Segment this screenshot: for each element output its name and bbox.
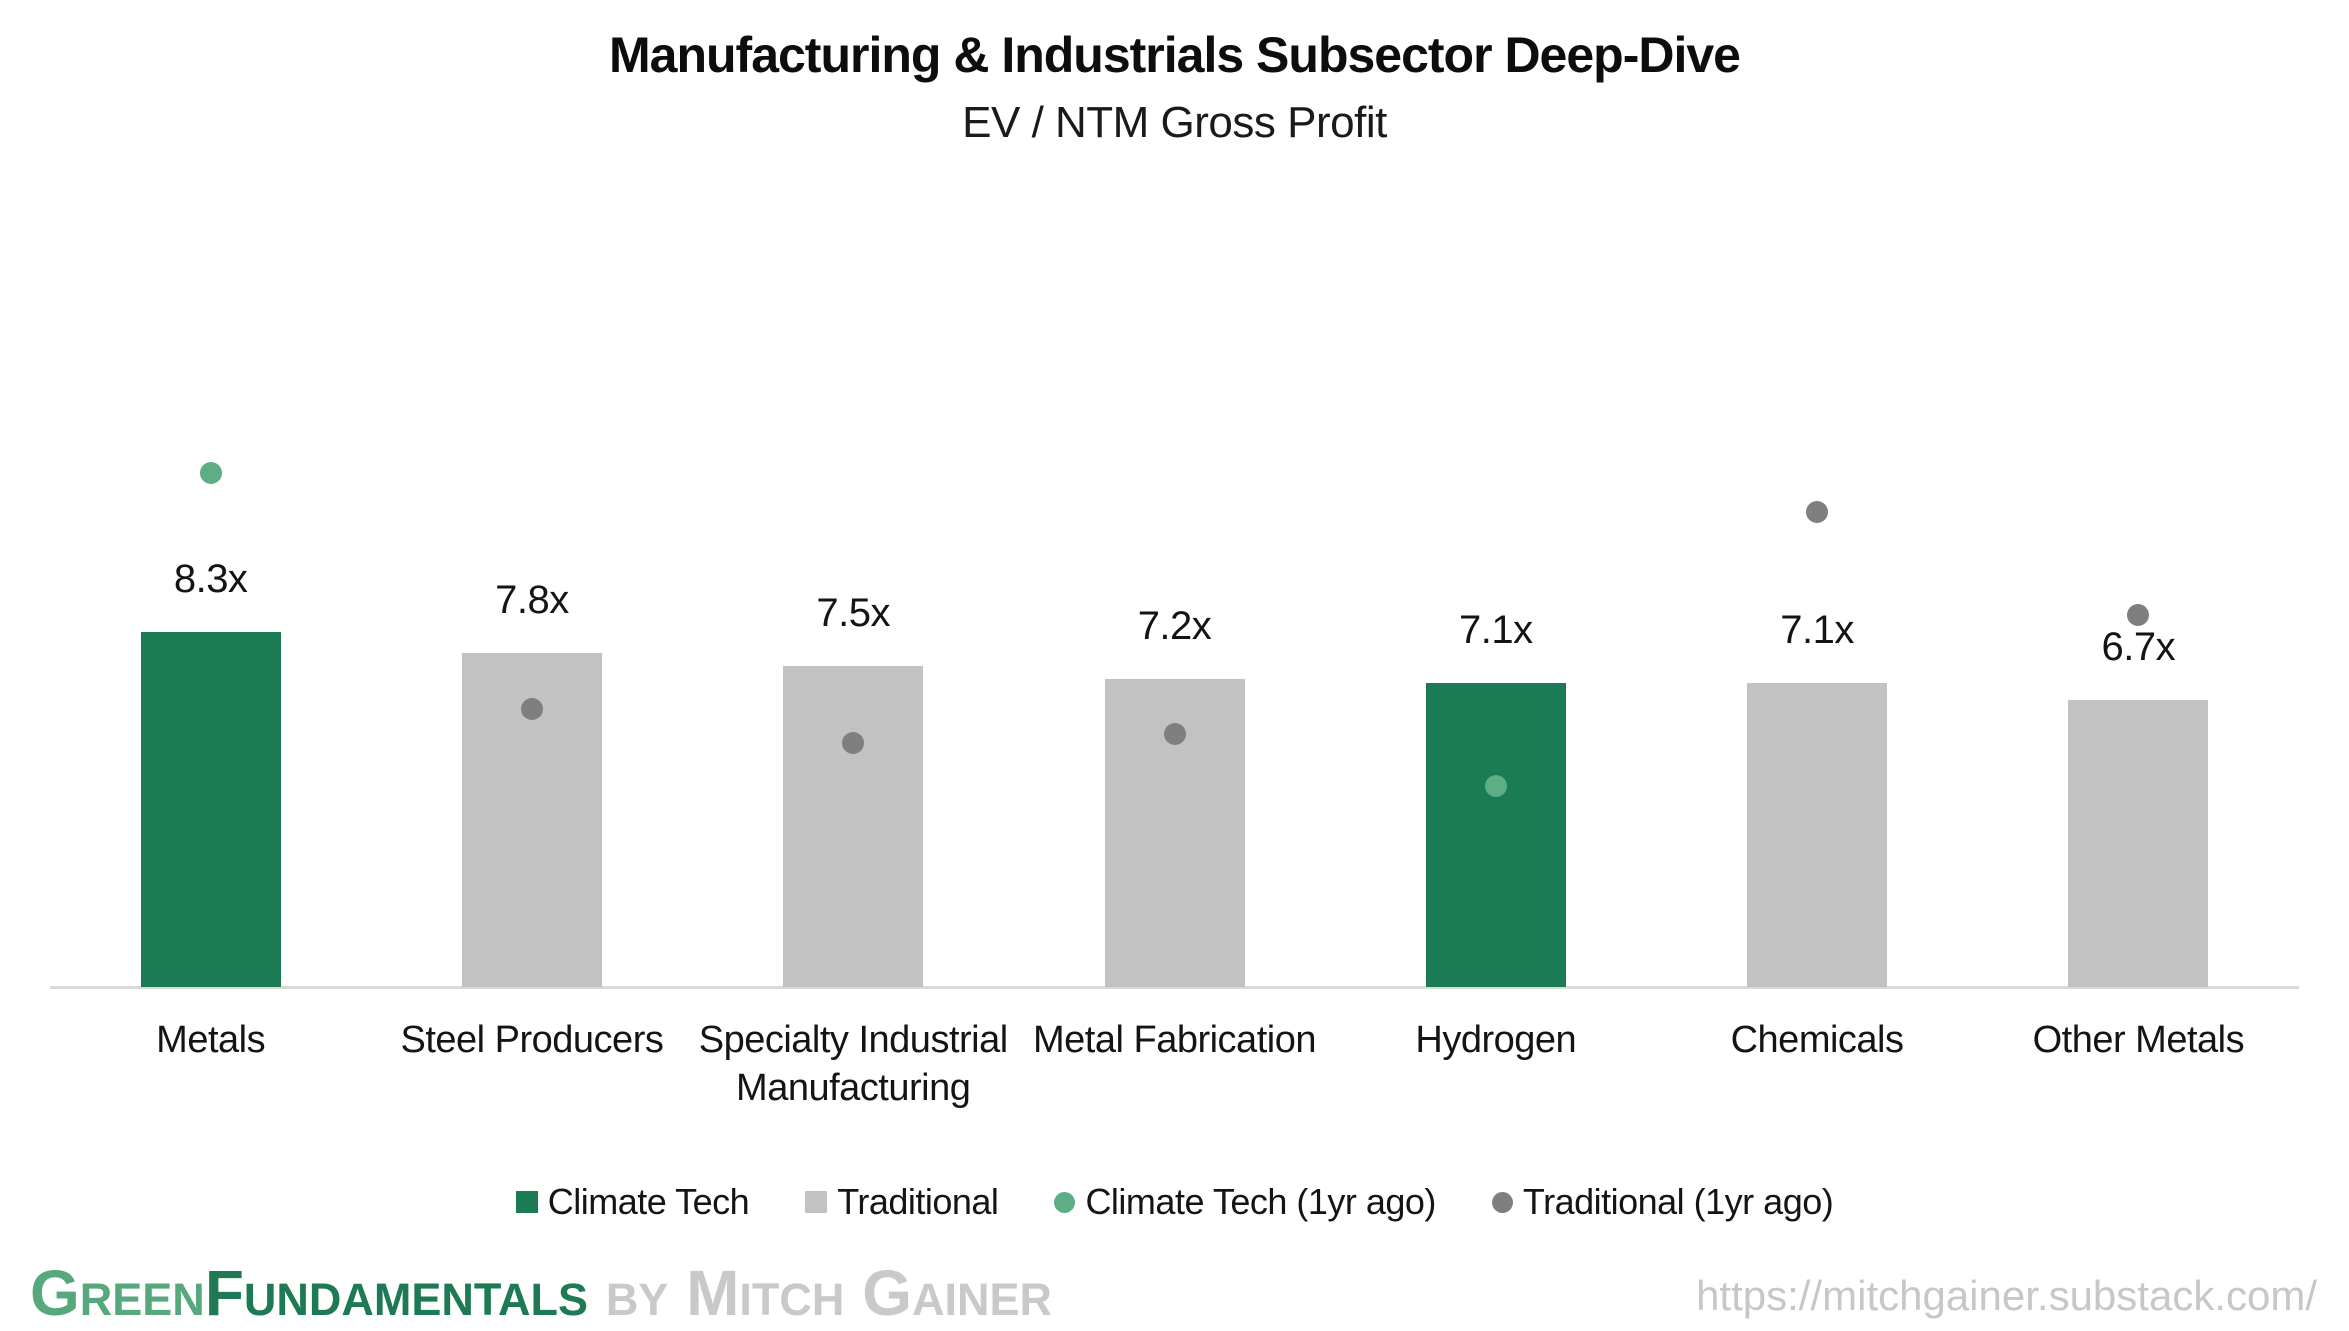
bar-other-metals — [2068, 700, 2209, 987]
footer-url: https://mitchgainer.substack.com/ — [1696, 1272, 2317, 1319]
brand-text-part: by Mitch Gainer — [588, 1257, 1052, 1329]
chart-title: Manufacturing & Industrials Subsector De… — [609, 27, 1741, 83]
prior-year-dot-specialty-industrial-manufacturing — [842, 732, 865, 755]
legend-label: Traditional — [837, 1181, 999, 1222]
category-label-hydrogen: Hydrogen — [1415, 1019, 1577, 1061]
bar-chemicals — [1747, 683, 1888, 987]
chart-subtitle: EV / NTM Gross Profit — [962, 98, 1387, 147]
bar-hydrogen — [1425, 683, 1566, 987]
x-axis-line — [50, 986, 2299, 989]
brand-logo-text: GreenFundamentals by Mitch Gainer — [30, 1256, 1052, 1330]
legend-label: Climate Tech — [547, 1181, 750, 1222]
prior-year-dot-steel-producers — [520, 697, 543, 720]
chart-legend: Climate Tech Traditional Climate Tech (1yr… — [0, 1180, 2349, 1224]
prior-year-dot-chemicals — [1806, 500, 1829, 523]
category-label-metal-fabrication: Metal Fabrication — [1033, 1019, 1316, 1061]
bar-value-label-specialty-industrial-manufacturing: 7.5x — [816, 591, 890, 635]
prior-year-dot-metal-fabrication — [1163, 723, 1186, 746]
bar-value-label-hydrogen: 7.1x — [1458, 608, 1533, 653]
bar-specialty-industrial-manufacturing — [783, 666, 924, 987]
bar-value-label-metal-fabrication: 7.2x — [1137, 603, 1212, 648]
prior-year-dot-hydrogen — [1484, 774, 1507, 797]
category-label-steel-producers: Steel Producers — [400, 1019, 664, 1061]
brand-text-part: Green — [30, 1257, 205, 1329]
legend-item-climate-tech: Climate Tech — [515, 1180, 750, 1224]
legend-square-icon — [515, 1191, 538, 1213]
bar-value-label-other-metals: 6.7x — [2101, 625, 2176, 670]
bar-value-label-chemicals: 7.1x — [1780, 608, 1854, 653]
prior-year-dot-other-metals — [2127, 603, 2150, 626]
legend-square-icon — [805, 1191, 828, 1213]
legend-item-climate-tech-1yr-ago: Climate Tech (1yr ago) — [1054, 1180, 1436, 1224]
legend-label: Climate Tech (1yr ago) — [1085, 1181, 1436, 1222]
category-label-specialty-industrial-manufacturing: Specialty Industrial Manufacturing — [698, 1019, 1008, 1109]
bar-value-label-metals: 8.3x — [173, 556, 248, 601]
category-label-metals: Metals — [156, 1019, 266, 1061]
legend-circle-icon — [1054, 1191, 1076, 1213]
bar-value-label-steel-producers: 7.8x — [495, 578, 569, 623]
brand-text-part: Fundamentals — [204, 1257, 589, 1329]
bar-metals — [140, 631, 281, 987]
legend-label: Traditional (1yr ago) — [1522, 1181, 1834, 1222]
prior-year-dot-metals — [199, 462, 222, 485]
category-label-chemicals: Chemicals — [1730, 1019, 1904, 1061]
legend-item-traditional-1yr-ago: Traditional (1yr ago) — [1491, 1180, 1834, 1224]
legend-circle-icon — [1491, 1191, 1513, 1213]
legend-item-traditional: Traditional — [805, 1180, 999, 1224]
category-label-other-metals: Other Metals — [2032, 1019, 2245, 1061]
